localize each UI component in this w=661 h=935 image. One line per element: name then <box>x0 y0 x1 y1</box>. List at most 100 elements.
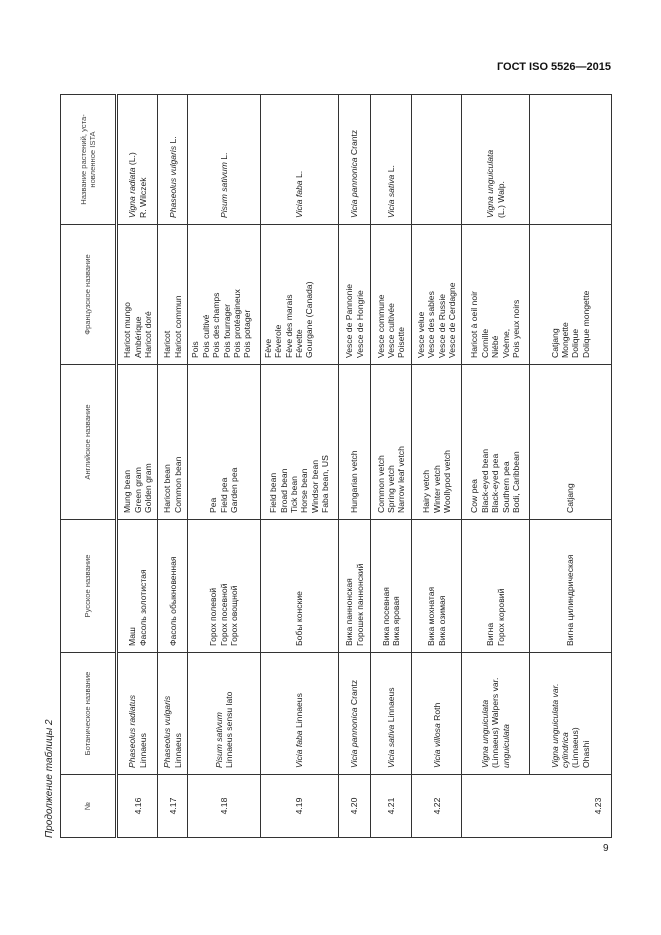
cell-text: Field pea <box>218 477 229 513</box>
russian-name-cell: Маш Фасоль золотистая <box>116 519 158 653</box>
french-name-cell: Vesce commune Vesce cultivée Poisette <box>370 224 412 365</box>
cell-text: (L.) Walp. <box>495 181 506 218</box>
botanical-name-cell: Pisum sativum Linnaeus sensu lato <box>187 652 261 775</box>
row-number-cell: 4.20 <box>338 774 371 838</box>
cell-text: Crantz <box>349 679 360 706</box>
french-name-cell: Haricot Haricot commun <box>157 224 188 365</box>
cell-text: Vigna unguiculata var. cylindrica <box>549 683 570 768</box>
header-french: Французское название <box>60 224 117 365</box>
cell-text: Горошек паннонский <box>354 563 365 646</box>
botanical-name-cell: Vicia villosa Roth <box>411 652 462 775</box>
cell-text: 4.18 <box>218 797 229 815</box>
cell-text: Вика посевная <box>380 587 391 646</box>
table-row: 4.20 Vicia pannonica Crantz Вика паннонска… <box>338 94 371 838</box>
cell-text: Green gram <box>132 467 143 513</box>
cell-text: Winter vetch <box>431 465 442 513</box>
cell-text: Crantz <box>349 129 360 156</box>
russian-name-cell: Вигна Горох коровий <box>461 519 530 653</box>
cell-text: Broad bean <box>278 468 289 513</box>
cell-text: Horse bean <box>299 468 310 513</box>
cell-text: Linnaeus <box>385 687 396 723</box>
cell-text: Windsor bean <box>309 459 320 513</box>
cell-text: Féverole <box>273 324 284 358</box>
botanical-name-cell: Phaseolus radiatus Linnaeus <box>116 652 158 775</box>
cell-text: Vesce velue <box>415 311 426 358</box>
cell-text: Linnaeus sensu lato <box>224 691 235 768</box>
cell-text: Spring vetch <box>385 465 396 513</box>
cell-text: Haricot bean <box>162 464 173 513</box>
row-number-cell: 4.16 <box>116 774 158 838</box>
ista-name-cell <box>529 94 612 225</box>
cell-text: Hungarian vetch <box>349 450 360 513</box>
cell-text: Hairy vetch <box>421 470 432 513</box>
english-name-cell: Common vetch Spring vetch Narrow leaf vetc… <box>370 364 412 520</box>
table-row: Vigna unguiculata var. cylindrica (Linnae… <box>529 94 612 838</box>
table-row: 4.18 Pisum sativum Linnaeus sensu lato Горо… <box>187 94 261 838</box>
cell-text: Фасоль обыкновенная <box>167 556 178 646</box>
row-number-cell: 4.17 <box>157 774 188 838</box>
cell-text: Pea <box>208 497 219 513</box>
cell-text: L. <box>167 136 178 144</box>
cell-text: Black-eyed pea <box>490 453 501 513</box>
cell-text: Вика озимая <box>436 595 447 646</box>
cell-text: Fève <box>262 338 273 358</box>
cell-text: Southern pea <box>500 461 511 513</box>
cell-text: Vigna unguiculata <box>485 149 496 218</box>
cell-text: Mung bean <box>122 469 133 513</box>
russian-name-cell: Горох полевой Горох посевной Горох овощной <box>187 519 261 653</box>
cell-text: Woollypod vetch <box>442 450 452 513</box>
document-title: ГОСТ ISO 5526—2015 <box>496 61 611 73</box>
russian-name-cell: Вигна цилиндрическая <box>529 519 612 653</box>
cell-text: (L.) <box>127 152 138 166</box>
english-name-cell: Haricot bean Common bean <box>157 364 188 520</box>
botanical-name-cell: Vicia pannonica Crantz <box>338 652 371 775</box>
cell-text: Haricot <box>162 330 173 358</box>
cell-text: 4.20 <box>349 797 360 815</box>
rotated-table-container: № Ботаническое название Русское название… <box>60 94 612 838</box>
table-row: 4.19 Vicia faba Linnaeus Бобы конские Field… <box>260 94 339 838</box>
cell-text: Маш <box>127 627 138 646</box>
cell-text: Narrow leaf vetch <box>396 446 407 513</box>
ista-name-cell: Vigna radiata (L.) R. Wilczek <box>116 94 158 225</box>
cell-text: Mongette <box>559 322 570 358</box>
cell-text: Niébé <box>490 335 501 358</box>
header-english: Английское название <box>60 364 117 520</box>
cell-text: Févette <box>293 329 304 358</box>
cell-text: L. <box>294 170 305 179</box>
cell-text: Voème, <box>500 328 511 358</box>
cell-text: Vigna unguiculata <box>479 699 490 768</box>
plant-names-table: № Ботаническое название Русское название… <box>60 94 612 838</box>
cell-text: Ohashi <box>580 740 591 768</box>
cell-text: Tick bean <box>288 476 299 513</box>
row-number-cell: 4.18 <box>187 774 261 838</box>
ista-name-cell: Phaseolus vulgaris L. <box>157 94 188 225</box>
english-name-cell: Hungarian vetch <box>338 364 371 520</box>
cell-text: Vesce de Pannonie <box>344 283 355 358</box>
cell-text: Pois cultivé <box>200 314 211 358</box>
cell-text: Gourgane (Canada) <box>304 281 315 358</box>
cell-text: Vesce cultivée <box>385 303 396 358</box>
cell-text: Linnaeus <box>294 693 305 729</box>
french-name-cell: Fève Féverole Fève des marais Févette Gourga… <box>260 224 339 365</box>
cell-text: Вигна цилиндрическая <box>565 554 576 646</box>
cell-text: Linnaeus <box>137 733 148 768</box>
ista-name-cell: Vicia faba L. <box>260 94 339 225</box>
row-number-cell: 4.19 <box>260 774 339 838</box>
russian-name-cell: Фасоль обыкновенная <box>157 519 188 653</box>
english-name-cell: Pea Field pea Garden pea <box>187 364 261 520</box>
cell-text: Фасоль золотистая <box>137 569 148 646</box>
cell-text: Горох посевной <box>218 583 229 646</box>
cell-text: Vicia villosa <box>431 723 442 768</box>
cell-text: Pois protéagineux <box>232 289 243 358</box>
botanical-name-cell: Vicia faba Linnaeus <box>260 652 339 775</box>
cell-text: 4.21 <box>385 797 396 815</box>
cell-text: Garden pea <box>229 467 240 513</box>
cell-text: Pois yeux noirs <box>511 299 522 358</box>
cell-text: Haricot mungo <box>122 302 133 358</box>
cell-text: Vicia sativa <box>385 724 396 768</box>
english-name-cell: Field bean Broad bean Tick bean Horse bean W… <box>260 364 339 520</box>
cell-text: Вика яровая <box>391 596 402 646</box>
cell-text: Cornille <box>479 328 490 358</box>
cell-text: Field bean <box>268 472 279 513</box>
french-name-cell: Catjang Mongette Dolique Dolique mongette <box>529 224 612 365</box>
